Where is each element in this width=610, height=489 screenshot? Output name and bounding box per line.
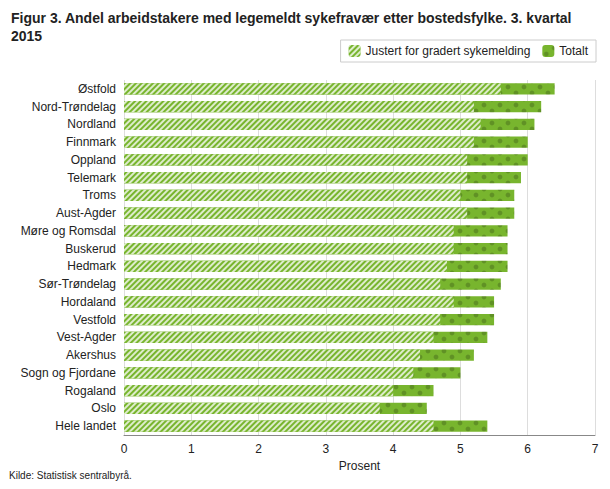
svg-text:5: 5 [457,442,464,456]
svg-text:Østfold: Østfold [78,82,116,96]
svg-text:1: 1 [188,442,195,456]
svg-text:Sogn og Fjordane: Sogn og Fjordane [21,366,117,380]
svg-text:7: 7 [592,442,599,456]
svg-text:Hedmark: Hedmark [67,259,117,273]
svg-text:Buskerud: Buskerud [65,242,116,256]
svg-text:Møre og Romsdal: Møre og Romsdal [21,224,116,238]
svg-text:Sør-Trøndelag: Sør-Trøndelag [38,277,116,291]
svg-text:Vest-Agder: Vest-Agder [57,330,116,344]
svg-text:Hordaland: Hordaland [61,295,116,309]
svg-text:6: 6 [524,442,531,456]
svg-text:Finnmark: Finnmark [66,135,117,149]
svg-text:Akershus: Akershus [66,348,116,362]
svg-text:Nordland: Nordland [67,117,116,131]
svg-text:2015: 2015 [11,28,42,44]
svg-text:Prosent: Prosent [339,459,381,473]
svg-text:Rogaland: Rogaland [65,384,116,398]
svg-text:Vestfold: Vestfold [73,313,116,327]
svg-text:Aust-Agder: Aust-Agder [56,206,116,220]
svg-text:4: 4 [390,442,397,456]
svg-text:Totalt: Totalt [559,44,588,58]
svg-text:Troms: Troms [82,188,116,202]
svg-text:Justert for gradert sykemeldin: Justert for gradert sykemelding [366,44,531,58]
svg-text:Oppland: Oppland [71,153,116,167]
svg-text:Kilde: Statistisk sentralbyrå.: Kilde: Statistisk sentralbyrå. [9,470,132,481]
svg-text:2: 2 [255,442,262,456]
svg-text:Telemark: Telemark [67,171,117,185]
svg-text:Nord-Trøndelag: Nord-Trøndelag [32,100,116,114]
svg-text:Figur 3. Andel arbeidstakere m: Figur 3. Andel arbeidstakere med legemel… [11,10,575,26]
svg-text:0: 0 [121,442,128,456]
svg-text:Oslo: Oslo [91,401,116,415]
svg-text:Hele landet: Hele landet [55,419,116,433]
svg-text:3: 3 [323,442,330,456]
